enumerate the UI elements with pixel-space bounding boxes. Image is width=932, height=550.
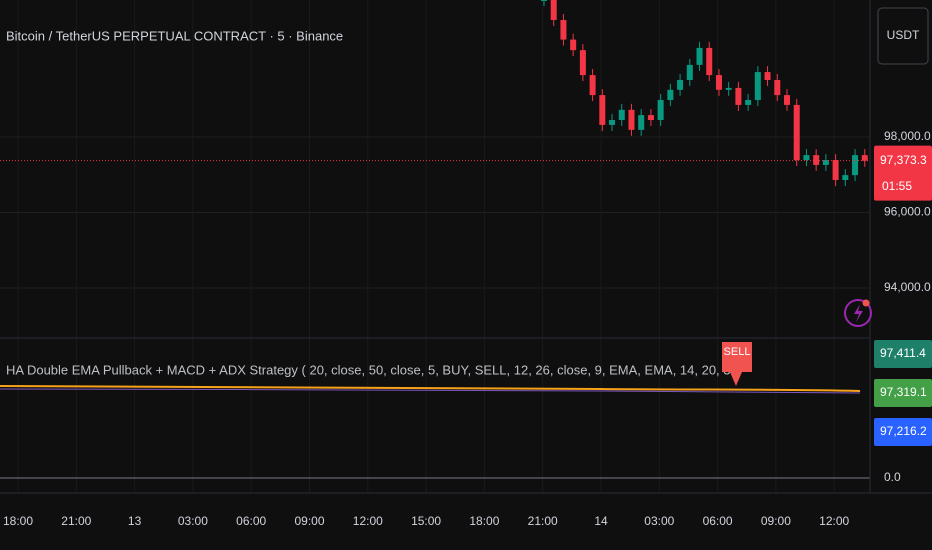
value-tag bbox=[874, 340, 932, 368]
candle bbox=[764, 72, 771, 80]
x-tick-label: 18:00 bbox=[469, 514, 499, 528]
x-tick-label: 03:00 bbox=[644, 514, 674, 528]
value-tag-label: 97,216.2 bbox=[880, 424, 927, 438]
x-tick-label: 12:00 bbox=[353, 514, 383, 528]
candle bbox=[745, 100, 752, 105]
value-tag bbox=[874, 418, 932, 446]
candle bbox=[861, 155, 868, 161]
candle bbox=[541, 0, 547, 1]
candle bbox=[813, 155, 820, 165]
candle bbox=[832, 160, 839, 181]
candle bbox=[793, 104, 800, 161]
candle bbox=[647, 115, 654, 121]
value-tag bbox=[874, 379, 932, 407]
x-tick-label: 18:00 bbox=[3, 514, 33, 528]
candle bbox=[589, 75, 596, 96]
symbol-title: Bitcoin / TetherUS PERPETUAL CONTRACT · … bbox=[6, 28, 343, 43]
x-tick-label: 06:00 bbox=[703, 514, 733, 528]
value-tag-label: 97,319.1 bbox=[880, 385, 927, 399]
candle bbox=[735, 87, 742, 105]
value-tag-label: 97,411.4 bbox=[880, 346, 926, 360]
y-tick-label: 94,000.0 bbox=[884, 280, 931, 294]
candle bbox=[803, 155, 810, 161]
y-tick-label: 96,000.0 bbox=[884, 205, 931, 219]
candle bbox=[667, 89, 674, 101]
last-price-label: 97,373.3 bbox=[880, 153, 927, 167]
candle bbox=[852, 155, 859, 176]
indicator-line bbox=[0, 388, 861, 394]
currency-button[interactable] bbox=[877, 7, 929, 65]
x-tick-label: 13 bbox=[128, 514, 142, 528]
alert-icon[interactable] bbox=[844, 299, 872, 327]
zero-tick-label: 0.0 bbox=[884, 470, 901, 484]
candle bbox=[754, 72, 761, 101]
x-tick-label: 21:00 bbox=[61, 514, 91, 528]
candle bbox=[715, 75, 722, 90]
last-price-tag bbox=[874, 145, 932, 201]
candle bbox=[822, 160, 829, 165]
indicator-title: HA Double EMA Pullback + MACD + ADX Stra… bbox=[6, 362, 742, 377]
x-tick-label: 14 bbox=[594, 514, 608, 528]
x-tick-label: 06:00 bbox=[236, 514, 266, 528]
candle bbox=[686, 64, 693, 80]
candle bbox=[550, 0, 557, 20]
candle bbox=[609, 120, 616, 125]
alert-dot bbox=[862, 299, 870, 307]
candle bbox=[696, 47, 703, 65]
candle bbox=[725, 87, 732, 90]
plot bbox=[541, 0, 868, 187]
alert-bolt bbox=[854, 304, 863, 322]
candle bbox=[657, 100, 664, 121]
indicator-line bbox=[0, 385, 861, 392]
candle bbox=[638, 115, 645, 130]
x-tick-label: 12:00 bbox=[819, 514, 849, 528]
candle bbox=[579, 50, 586, 76]
sell-marker bbox=[722, 342, 752, 386]
sell-label: SELL bbox=[724, 346, 751, 358]
candle bbox=[842, 175, 849, 181]
x-tick-label: 03:00 bbox=[178, 514, 208, 528]
candle bbox=[628, 109, 635, 130]
candle bbox=[774, 79, 781, 96]
candle bbox=[618, 109, 625, 121]
x-tick-label: 09:00 bbox=[761, 514, 791, 528]
grid: 98,000.0 96,000.0 94,000.0 bbox=[0, 0, 931, 493]
countdown: 01:55 bbox=[882, 179, 912, 193]
currency-label[interactable]: USDT bbox=[887, 28, 920, 42]
x-tick-label: 09:00 bbox=[294, 514, 324, 528]
candle bbox=[677, 79, 684, 90]
candle bbox=[784, 95, 790, 105]
x-tick-label: 15:00 bbox=[411, 514, 441, 528]
candle bbox=[560, 19, 567, 40]
x-tick-label: 21:00 bbox=[528, 514, 558, 528]
y-tick-label: 98,000.0 bbox=[884, 129, 931, 143]
candle bbox=[570, 39, 577, 51]
candle bbox=[599, 95, 606, 125]
candle bbox=[706, 47, 713, 76]
